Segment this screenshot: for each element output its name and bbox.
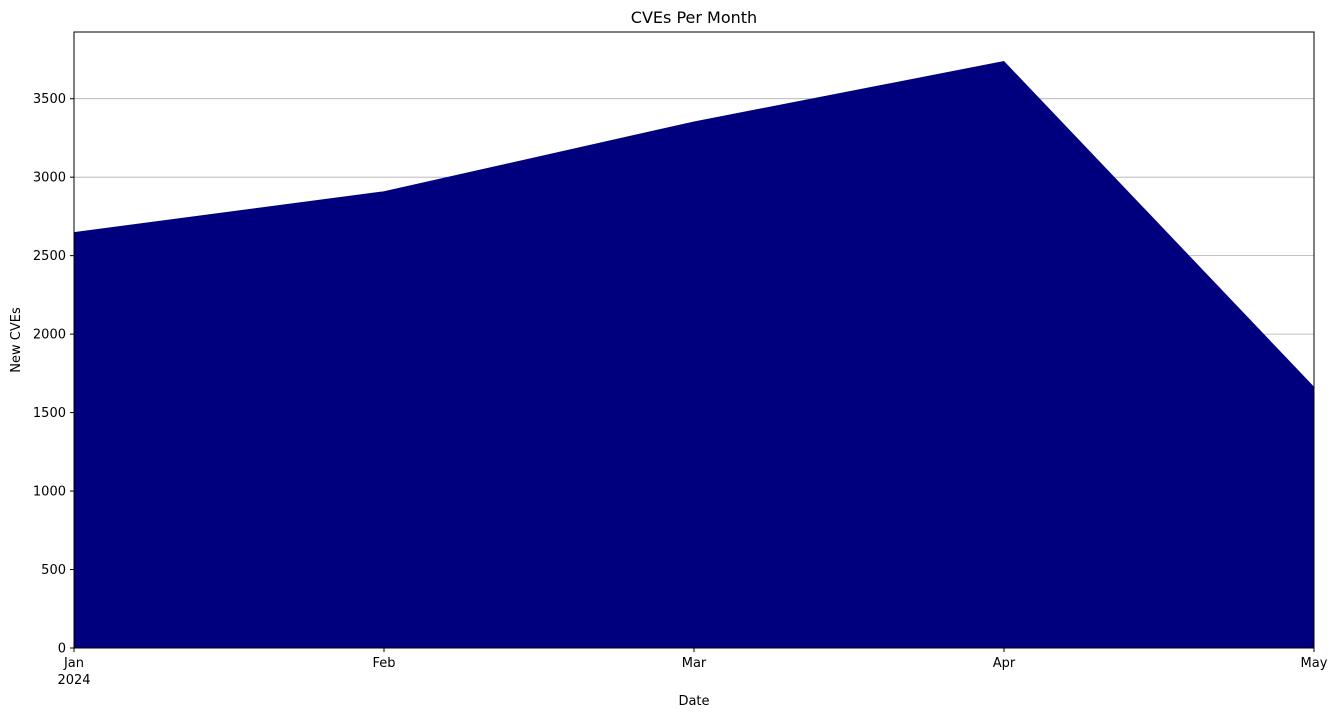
y-tick-label-0: 0	[58, 642, 66, 657]
area-fill-series-0	[74, 61, 1314, 648]
x-tick-label-feb: Feb	[372, 656, 395, 671]
x-tick-label-jan: Jan	[63, 656, 84, 671]
y-tick-label-2500: 2500	[33, 249, 66, 264]
y-tick-label-1000: 1000	[33, 485, 66, 500]
y-axis-label: New CVEs	[9, 307, 24, 373]
x-tick-label-may: May	[1301, 656, 1328, 671]
chart-title: CVEs Per Month	[631, 8, 757, 27]
y-tick-label-3000: 3000	[33, 171, 66, 186]
x-axis-label: Date	[678, 694, 709, 709]
y-axis-ticks: 0 500 1000 1500 2000 2500 3000 3500	[33, 92, 74, 657]
x-tick-label-mar: Mar	[682, 656, 707, 671]
x-axis-ticks: Jan 2024 Feb Mar Apr May	[57, 648, 1328, 688]
y-tick-label-500: 500	[41, 563, 66, 578]
y-tick-label-1500: 1500	[33, 406, 66, 421]
y-tick-label-2000: 2000	[33, 328, 66, 343]
x-tick-label-apr: Apr	[993, 656, 1016, 671]
x-tick-sublabel-year: 2024	[57, 673, 90, 688]
area-series	[74, 61, 1314, 648]
y-tick-label-3500: 3500	[33, 92, 66, 107]
